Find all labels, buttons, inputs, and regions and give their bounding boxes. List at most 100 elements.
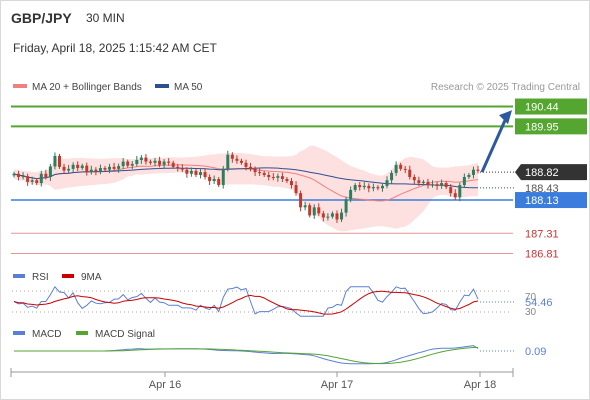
candle-body xyxy=(376,187,380,189)
candle-body xyxy=(62,166,66,171)
bollinger-bands xyxy=(14,145,478,232)
candle-body xyxy=(208,176,212,182)
candle-body xyxy=(462,176,466,186)
candle-body xyxy=(180,168,184,170)
candle-body xyxy=(367,185,371,189)
candle-body xyxy=(39,173,43,184)
ma50-legend-label: MA 50 xyxy=(174,82,203,93)
candle-body xyxy=(144,157,148,162)
bollinger-band-area xyxy=(14,145,478,232)
ma20-legend-label: MA 20 + Bollinger Bands xyxy=(32,82,142,93)
candle-body xyxy=(321,213,325,218)
macd-last-value: 0.09 xyxy=(525,346,546,358)
candle-body xyxy=(112,166,116,169)
candle-body xyxy=(30,180,34,182)
candle-body xyxy=(476,169,480,171)
x-tick-label: Apr 16 xyxy=(149,379,181,391)
candle-body xyxy=(67,168,71,171)
candle-body xyxy=(289,181,293,186)
candle-body xyxy=(148,161,152,163)
candle-body xyxy=(412,176,416,181)
candle-body xyxy=(108,166,112,170)
candle-body xyxy=(53,155,57,167)
candle-body xyxy=(48,166,52,177)
candle-body xyxy=(26,176,30,182)
candle-body xyxy=(212,179,216,182)
rsi-level-70: 70 xyxy=(525,292,537,303)
forecast-arrow-shaft xyxy=(480,117,508,173)
macd-signal-legend-label: MACD Signal xyxy=(95,329,155,340)
rsi-level-30: 30 xyxy=(525,307,537,318)
ma-level-label: 188.43 xyxy=(525,183,559,195)
rsi-lines xyxy=(13,285,479,317)
candle-body xyxy=(239,160,243,163)
rsi-legend-label: RSI xyxy=(32,272,49,283)
candle-body xyxy=(421,181,425,184)
macd-legend-swatch xyxy=(13,331,25,335)
price-levels xyxy=(11,105,515,254)
macd-signal-legend-swatch xyxy=(76,331,88,335)
candle-body xyxy=(385,180,389,186)
candle-body xyxy=(76,164,80,169)
candle-body xyxy=(358,185,362,188)
target-label: 187.31 xyxy=(525,228,559,240)
candle-body xyxy=(185,169,189,174)
rsi-ma-line xyxy=(13,290,479,315)
candle-body xyxy=(353,185,357,190)
candle-body xyxy=(167,161,171,163)
x-axis-ticks: Apr 16 Apr 17 Apr 18 xyxy=(10,368,514,391)
candle-body xyxy=(417,180,421,184)
candle-body xyxy=(390,172,394,181)
candle-body xyxy=(458,185,462,198)
candle-body xyxy=(303,205,307,208)
candle-body xyxy=(371,187,375,189)
support-label-box xyxy=(515,192,587,209)
candle-body xyxy=(312,207,316,216)
rsi-ma-legend-label: 9MA xyxy=(81,272,102,283)
candle-body xyxy=(194,170,198,175)
resistance-label: 189.95 xyxy=(525,121,559,133)
candle-body xyxy=(317,207,321,214)
timeframe: 30 MIN xyxy=(86,11,125,25)
candle-body xyxy=(135,159,139,165)
x-tick-label: Apr 17 xyxy=(321,379,353,391)
candle-body xyxy=(349,189,353,200)
candle-body xyxy=(103,168,107,170)
candle-body xyxy=(258,172,262,174)
macd-lines xyxy=(14,345,479,365)
candle-body xyxy=(126,161,130,166)
forecast-arrow-head xyxy=(499,110,512,125)
candle-body xyxy=(139,157,143,160)
candle-body xyxy=(440,183,444,186)
candle-body xyxy=(130,164,134,166)
x-tick-label: Apr 18 xyxy=(464,379,496,391)
resistance-label: 190.44 xyxy=(525,102,559,114)
target-label: 186.81 xyxy=(525,248,559,260)
candle-body xyxy=(403,168,407,170)
candle-body xyxy=(444,183,448,188)
candle-body xyxy=(326,216,330,218)
candle-body xyxy=(176,166,180,169)
candle-body xyxy=(471,169,475,175)
candle-body xyxy=(217,179,221,186)
candle-body xyxy=(453,193,457,198)
rsi-last-value: 54.46 xyxy=(525,297,553,309)
candle-body xyxy=(294,185,298,194)
candle-body xyxy=(158,160,162,165)
candle-body xyxy=(98,168,102,172)
candle-body xyxy=(262,172,266,175)
candle-body xyxy=(199,172,203,175)
rsi-legend-swatch xyxy=(13,274,25,278)
candle-body xyxy=(399,164,403,169)
candle-body xyxy=(330,213,334,217)
candle-body xyxy=(203,172,207,177)
candle-body xyxy=(285,179,289,182)
last-price-label: 188.82 xyxy=(525,167,559,179)
candle-body xyxy=(35,180,39,184)
candle-body xyxy=(271,176,275,178)
candle-body xyxy=(162,161,166,165)
candle-body xyxy=(449,187,453,194)
candle-body xyxy=(426,181,430,186)
